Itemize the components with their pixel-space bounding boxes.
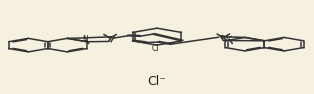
Text: N⁺: N⁺	[225, 36, 234, 42]
Text: Cl⁻: Cl⁻	[148, 75, 166, 88]
Text: Cl: Cl	[152, 44, 159, 53]
Text: N: N	[83, 35, 89, 44]
